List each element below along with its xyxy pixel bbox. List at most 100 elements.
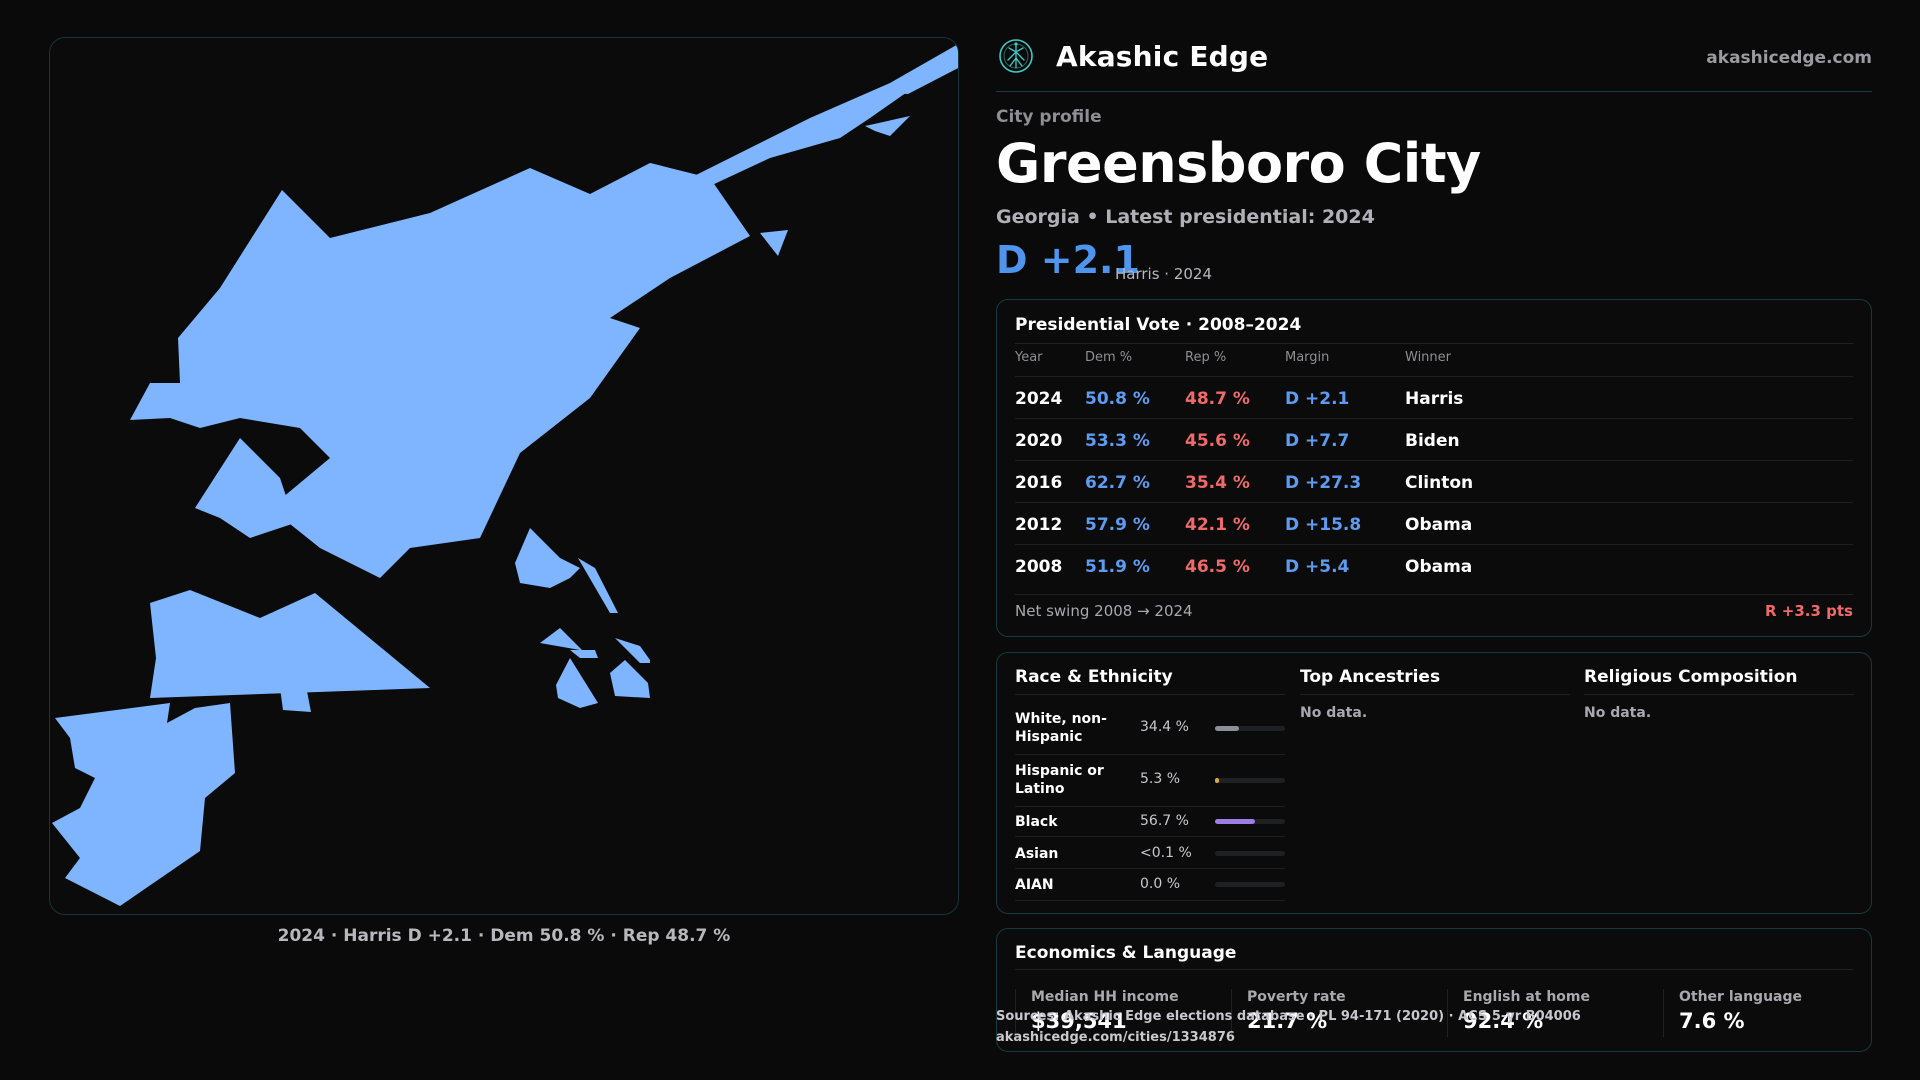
row-dem-pct: 57.9 % (1085, 515, 1150, 535)
boundary-southeast-parcel-4 (610, 660, 650, 698)
stat-value: 92.4 % (1463, 1009, 1544, 1033)
row-rep-pct: 48.7 % (1185, 389, 1250, 409)
row-dem-pct: 53.3 % (1085, 431, 1150, 451)
boundary-north-notch (648, 163, 662, 183)
stat-label: Other language (1679, 989, 1802, 1005)
row-year: 2020 (1015, 431, 1063, 451)
stat-english-at-home: English at home 92.4 % (1463, 989, 1663, 1033)
stat-value: 7.6 % (1679, 1009, 1745, 1033)
row-dem-pct: 50.8 % (1085, 389, 1150, 409)
table-row: 2024 50.8 % 48.7 % D +2.1 Harris (1015, 376, 1853, 418)
boundary-southeast-parcel-5 (556, 658, 598, 708)
race-pct: <0.1 % (1140, 845, 1192, 861)
race-bar-fill (1215, 726, 1239, 731)
row-winner: Clinton (1405, 473, 1474, 493)
city-profile-panel: Akashic Edge akashicedge.com City profil… (996, 0, 1872, 1080)
race-ethnicity-list: White, non-Hispanic 34.4 % Hispanic or L… (1015, 695, 1285, 905)
table-row: 2012 57.9 % 42.1 % D +15.8 Obama (1015, 502, 1853, 544)
row-margin: D +2.1 (1285, 389, 1350, 409)
list-item: Black 56.7 % (1015, 807, 1285, 837)
row-year: 2024 (1015, 389, 1063, 409)
tree-of-life-icon (999, 39, 1033, 73)
divider (1015, 594, 1853, 595)
city-boundary-shapes (52, 44, 958, 906)
race-label: White, non-Hispanic (1015, 711, 1107, 745)
divider (1447, 989, 1448, 1037)
row-margin: D +7.7 (1285, 431, 1350, 451)
stat-value: $39,541 (1031, 1009, 1127, 1033)
boundary-northeast-tip (885, 44, 958, 94)
page-title: Greensboro City (996, 132, 1481, 195)
divider (1015, 343, 1853, 344)
column-header-rep: Rep % (1185, 350, 1227, 365)
economics-title: Economics & Language (1015, 943, 1237, 963)
vote-card-title: Presidential Vote · 2008–2024 (1015, 315, 1302, 335)
race-pct: 56.7 % (1140, 813, 1189, 829)
boundary-southeast-lobe (515, 528, 580, 588)
race-ethnicity-section: Race & Ethnicity White, non-Hispanic 34.… (1015, 667, 1285, 905)
race-pct: 34.4 % (1140, 719, 1189, 735)
page-eyebrow: City profile (996, 107, 1102, 127)
boundary-ne-parcel-2 (760, 230, 788, 256)
source-citation: Sources: Akashic Edge elections database… (996, 1009, 1581, 1024)
divider (1663, 989, 1664, 1037)
stat-poverty-rate: Poverty rate 21.7 % (1247, 989, 1447, 1033)
presidential-vote-card: Presidential Vote · 2008–2024 Year Dem %… (996, 299, 1872, 637)
boundary-main-area (130, 163, 750, 578)
row-year: 2012 (1015, 515, 1063, 535)
brand-name: Akashic Edge (1056, 40, 1269, 73)
divider (1231, 989, 1232, 1037)
net-swing-value: R +3.3 pts (1765, 602, 1853, 620)
list-item: Hispanic or Latino 5.3 % (1015, 755, 1285, 807)
stat-label: Median HH income (1031, 989, 1179, 1005)
boundary-southeast-parcel-2 (570, 650, 598, 658)
stat-value: 21.7 % (1247, 1009, 1328, 1033)
boundary-ne-parcel-1 (865, 116, 910, 136)
race-pct: 0.0 % (1140, 876, 1181, 892)
row-winner: Harris (1405, 389, 1464, 409)
net-swing-label: Net swing 2008 → 2024 (1015, 602, 1193, 620)
race-label: AIAN (1015, 877, 1054, 893)
divider (1015, 989, 1016, 1037)
boundary-southeast-parcel-1 (540, 628, 585, 653)
race-ethnicity-title: Race & Ethnicity (1015, 667, 1285, 695)
row-dem-pct: 51.9 % (1085, 557, 1150, 577)
row-margin: D +27.3 (1285, 473, 1362, 493)
religion-empty-text: No data. (1584, 705, 1652, 721)
table-row: 2016 62.7 % 35.4 % D +27.3 Clinton (1015, 460, 1853, 502)
list-item: White, non-Hispanic 34.4 % (1015, 703, 1285, 755)
stat-other-language: Other language 7.6 % (1679, 989, 1879, 1033)
row-rep-pct: 42.1 % (1185, 515, 1250, 535)
column-header-winner: Winner (1405, 350, 1452, 365)
brand-header: Akashic Edge akashicedge.com (996, 36, 1872, 92)
row-margin: D +5.4 (1285, 557, 1350, 577)
boundary-west-wedge (150, 590, 430, 698)
row-rep-pct: 35.4 % (1185, 473, 1250, 493)
row-rep-pct: 45.6 % (1185, 431, 1250, 451)
source-note: Sources: Akashic Edge elections database… (996, 1006, 1581, 1048)
vote-table-header: Year Dem % Rep % Margin Winner (1015, 350, 1853, 376)
top-ancestries-section: Top Ancestries No data. (1300, 667, 1570, 721)
source-url-link[interactable]: akashicedge.com/cities/1334876 (996, 1030, 1235, 1045)
boundary-southwest-area (52, 703, 235, 906)
row-year: 2016 (1015, 473, 1063, 493)
race-label: Asian (1015, 846, 1059, 862)
column-header-margin: Margin (1285, 350, 1330, 365)
boundary-interior-piece (195, 438, 310, 538)
row-dem-pct: 62.7 % (1085, 473, 1150, 493)
row-rep-pct: 46.5 % (1185, 557, 1250, 577)
list-item: Asian <0.1 % (1015, 837, 1285, 869)
stat-label: Poverty rate (1247, 989, 1346, 1005)
race-bar-fill (1215, 778, 1219, 783)
economics-language-card: Economics & Language Median HH income $3… (996, 928, 1872, 1052)
religion-title: Religious Composition (1584, 667, 1854, 695)
table-row: 2020 53.3 % 45.6 % D +7.7 Biden (1015, 418, 1853, 460)
top-ancestries-title: Top Ancestries (1300, 667, 1570, 695)
brand-url-link[interactable]: akashicedge.com (1706, 48, 1872, 68)
row-winner: Obama (1405, 515, 1473, 535)
column-header-year: Year (1015, 350, 1043, 365)
row-winner: Obama (1405, 557, 1473, 577)
city-subline: Georgia • Latest presidential: 2024 (996, 206, 1375, 228)
boundary-northeast-arm (690, 44, 958, 186)
race-bar-track (1215, 819, 1285, 824)
